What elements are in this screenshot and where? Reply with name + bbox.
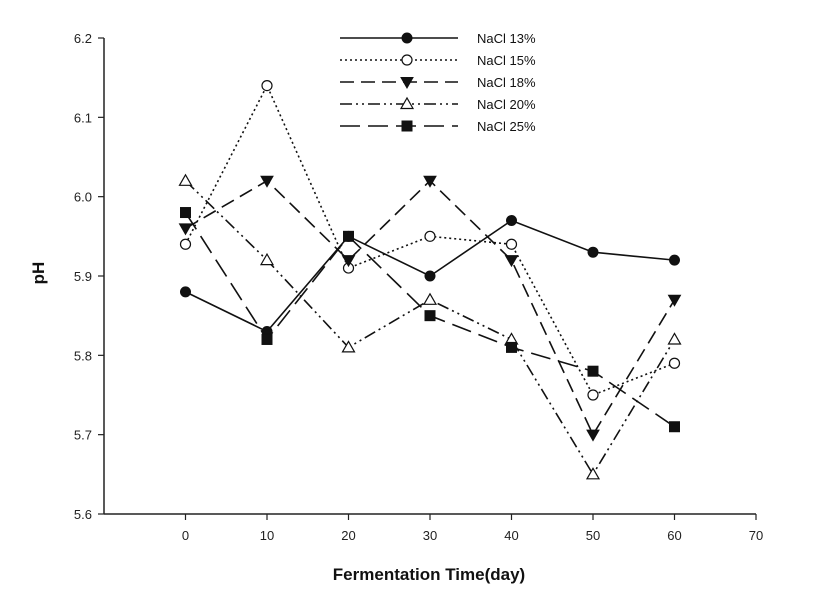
series-lines	[178, 79, 682, 480]
data-point	[261, 79, 273, 92]
data-point	[260, 175, 274, 188]
data-point	[261, 333, 273, 345]
data-point	[424, 270, 436, 282]
legend-item: NaCl 18%	[340, 75, 536, 90]
legend-label: NaCl 18%	[477, 75, 536, 90]
data-point	[669, 421, 680, 433]
x-tick-label: 30	[423, 528, 437, 543]
data-point	[180, 286, 191, 298]
axes: 5.6 5.7 5.8 5.9 6.0 6.1 6.2 0 10 20 30 40 50 60 70	[74, 31, 763, 543]
y-tick-label: 5.7	[74, 428, 92, 443]
series-2	[179, 79, 681, 401]
data-point	[179, 238, 192, 250]
data-point	[178, 223, 193, 236]
legend-label: NaCl 25%	[477, 119, 536, 134]
x-tick-label: 10	[260, 528, 274, 543]
data-point	[585, 467, 601, 480]
y-tick-label: 5.8	[74, 348, 92, 363]
data-point	[667, 294, 682, 307]
data-point	[587, 365, 599, 377]
data-point	[343, 230, 354, 242]
data-point	[506, 341, 517, 353]
data-point	[423, 175, 437, 188]
legend-marker	[401, 32, 413, 44]
series-line	[185, 179, 676, 437]
data-point	[667, 332, 682, 345]
x-tick-label: 70	[749, 528, 763, 543]
data-point	[505, 238, 518, 250]
legend-marker	[399, 96, 415, 110]
y-axis-title: pH	[29, 262, 48, 285]
x-tick-label: 50	[586, 528, 600, 543]
data-point	[668, 357, 681, 369]
data-point	[341, 255, 356, 268]
data-point	[422, 292, 438, 305]
series-3	[178, 175, 682, 442]
data-point	[341, 340, 356, 353]
y-tick-label: 6.0	[74, 190, 92, 205]
legend: NaCl 13% NaCl 15% NaCl 18% NaCl 20% NaCl 25%	[340, 31, 536, 134]
x-tick-label: 0	[182, 528, 189, 543]
legend-marker	[401, 120, 413, 132]
data-point	[587, 246, 599, 258]
x-tick-label: 60	[667, 528, 681, 543]
legend-marker	[401, 54, 413, 66]
data-point	[669, 254, 680, 266]
legend-item: NaCl 25%	[340, 119, 536, 134]
legend-label: NaCl 20%	[477, 97, 536, 112]
legend-marker	[400, 77, 414, 90]
data-point	[178, 173, 193, 186]
data-point	[424, 230, 436, 242]
data-point	[586, 429, 600, 442]
y-tick-label: 6.1	[74, 110, 92, 125]
legend-label: NaCl 13%	[477, 31, 536, 46]
legend-label: NaCl 15%	[477, 53, 536, 68]
legend-item: NaCl 13%	[340, 31, 536, 46]
data-point	[180, 207, 191, 219]
y-tick-label: 5.6	[74, 507, 92, 522]
x-axis-title: Fermentation Time(day)	[333, 565, 525, 584]
series-5	[180, 207, 680, 433]
data-point	[587, 389, 599, 401]
data-point	[424, 310, 436, 322]
data-point	[506, 214, 517, 226]
x-tick-label: 40	[504, 528, 518, 543]
legend-item: NaCl 15%	[340, 53, 536, 68]
series-4	[178, 173, 682, 480]
data-point	[504, 255, 519, 268]
legend-item: NaCl 20%	[340, 96, 536, 112]
x-tick-label: 20	[341, 528, 355, 543]
y-tick-label: 5.9	[74, 269, 92, 284]
data-point	[259, 252, 275, 266]
y-tick-label: 6.2	[74, 31, 92, 46]
